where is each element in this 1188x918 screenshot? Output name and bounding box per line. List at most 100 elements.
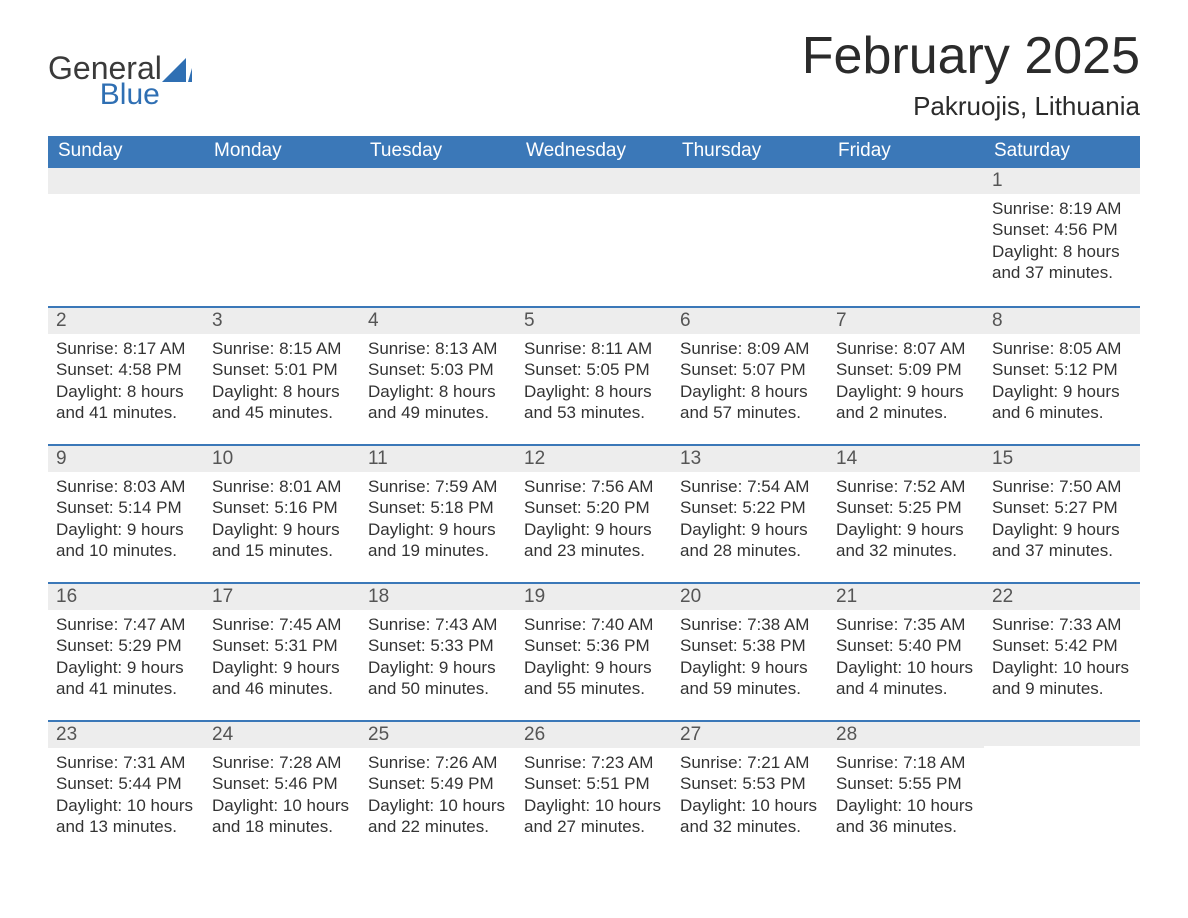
daylight-text: Daylight: 9 hours and 15 minutes. — [212, 519, 352, 562]
day-number: 16 — [48, 582, 204, 610]
title-block: February 2025 Pakruojis, Lithuania — [802, 28, 1140, 122]
day-details: Sunrise: 8:09 AMSunset: 5:07 PMDaylight:… — [672, 334, 828, 429]
location-label: Pakruojis, Lithuania — [802, 91, 1140, 122]
daylight-text: Daylight: 8 hours and 37 minutes. — [992, 241, 1132, 284]
day-details — [360, 194, 516, 204]
day-number: 7 — [828, 306, 984, 334]
sunrise-text: Sunrise: 7:21 AM — [680, 752, 820, 773]
day-number: 13 — [672, 444, 828, 472]
day-cell: 23Sunrise: 7:31 AMSunset: 5:44 PMDayligh… — [48, 720, 204, 858]
day-number — [360, 168, 516, 194]
daylight-text: Daylight: 9 hours and 41 minutes. — [56, 657, 196, 700]
daylight-text: Daylight: 9 hours and 19 minutes. — [368, 519, 508, 562]
day-number — [672, 168, 828, 194]
day-number: 18 — [360, 582, 516, 610]
day-number: 6 — [672, 306, 828, 334]
day-details: Sunrise: 7:21 AMSunset: 5:53 PMDaylight:… — [672, 748, 828, 843]
day-details: Sunrise: 7:54 AMSunset: 5:22 PMDaylight:… — [672, 472, 828, 567]
sunrise-text: Sunrise: 8:03 AM — [56, 476, 196, 497]
sunset-text: Sunset: 5:44 PM — [56, 773, 196, 794]
sunrise-text: Sunrise: 7:33 AM — [992, 614, 1132, 635]
week-row: 2Sunrise: 8:17 AMSunset: 4:58 PMDaylight… — [48, 306, 1140, 444]
day-cell — [672, 168, 828, 306]
day-cell: 22Sunrise: 7:33 AMSunset: 5:42 PMDayligh… — [984, 582, 1140, 720]
day-cell — [516, 168, 672, 306]
sunrise-text: Sunrise: 7:40 AM — [524, 614, 664, 635]
sunrise-text: Sunrise: 8:05 AM — [992, 338, 1132, 359]
weekday-header: Tuesday — [360, 136, 516, 168]
sunset-text: Sunset: 5:51 PM — [524, 773, 664, 794]
daylight-text: Daylight: 9 hours and 55 minutes. — [524, 657, 664, 700]
day-cell: 11Sunrise: 7:59 AMSunset: 5:18 PMDayligh… — [360, 444, 516, 582]
day-cell — [360, 168, 516, 306]
day-details — [984, 746, 1140, 756]
week-row: 9Sunrise: 8:03 AMSunset: 5:14 PMDaylight… — [48, 444, 1140, 582]
day-cell: 15Sunrise: 7:50 AMSunset: 5:27 PMDayligh… — [984, 444, 1140, 582]
day-number: 4 — [360, 306, 516, 334]
day-number: 10 — [204, 444, 360, 472]
sunset-text: Sunset: 5:16 PM — [212, 497, 352, 518]
sunrise-text: Sunrise: 8:09 AM — [680, 338, 820, 359]
day-number: 22 — [984, 582, 1140, 610]
sunset-text: Sunset: 5:14 PM — [56, 497, 196, 518]
day-details: Sunrise: 7:26 AMSunset: 5:49 PMDaylight:… — [360, 748, 516, 843]
sunrise-text: Sunrise: 8:17 AM — [56, 338, 196, 359]
weekday-header: Sunday — [48, 136, 204, 168]
day-cell: 14Sunrise: 7:52 AMSunset: 5:25 PMDayligh… — [828, 444, 984, 582]
daylight-text: Daylight: 9 hours and 23 minutes. — [524, 519, 664, 562]
day-details — [48, 194, 204, 204]
day-details: Sunrise: 8:13 AMSunset: 5:03 PMDaylight:… — [360, 334, 516, 429]
day-details: Sunrise: 7:47 AMSunset: 5:29 PMDaylight:… — [48, 610, 204, 705]
sunrise-text: Sunrise: 7:23 AM — [524, 752, 664, 773]
day-number: 21 — [828, 582, 984, 610]
sunset-text: Sunset: 5:29 PM — [56, 635, 196, 656]
sunrise-text: Sunrise: 7:43 AM — [368, 614, 508, 635]
day-cell: 17Sunrise: 7:45 AMSunset: 5:31 PMDayligh… — [204, 582, 360, 720]
sunset-text: Sunset: 5:05 PM — [524, 359, 664, 380]
day-details: Sunrise: 7:18 AMSunset: 5:55 PMDaylight:… — [828, 748, 984, 843]
sunset-text: Sunset: 5:38 PM — [680, 635, 820, 656]
calendar-head: Sunday Monday Tuesday Wednesday Thursday… — [48, 136, 1140, 168]
brand-logo: General Blue — [48, 28, 192, 110]
month-title: February 2025 — [802, 28, 1140, 85]
sunrise-text: Sunrise: 8:15 AM — [212, 338, 352, 359]
day-cell: 26Sunrise: 7:23 AMSunset: 5:51 PMDayligh… — [516, 720, 672, 858]
day-number: 23 — [48, 720, 204, 748]
sail-icon — [162, 58, 192, 84]
calendar-body: 1Sunrise: 8:19 AMSunset: 4:56 PMDaylight… — [48, 168, 1140, 858]
daylight-text: Daylight: 9 hours and 46 minutes. — [212, 657, 352, 700]
day-cell: 19Sunrise: 7:40 AMSunset: 5:36 PMDayligh… — [516, 582, 672, 720]
daylight-text: Daylight: 9 hours and 28 minutes. — [680, 519, 820, 562]
weekday-row: Sunday Monday Tuesday Wednesday Thursday… — [48, 136, 1140, 168]
sunrise-text: Sunrise: 7:52 AM — [836, 476, 976, 497]
day-number: 12 — [516, 444, 672, 472]
day-details: Sunrise: 7:45 AMSunset: 5:31 PMDaylight:… — [204, 610, 360, 705]
week-row: 23Sunrise: 7:31 AMSunset: 5:44 PMDayligh… — [48, 720, 1140, 858]
day-details: Sunrise: 7:50 AMSunset: 5:27 PMDaylight:… — [984, 472, 1140, 567]
sunset-text: Sunset: 5:53 PM — [680, 773, 820, 794]
weekday-header: Wednesday — [516, 136, 672, 168]
day-details: Sunrise: 8:01 AMSunset: 5:16 PMDaylight:… — [204, 472, 360, 567]
sunset-text: Sunset: 5:07 PM — [680, 359, 820, 380]
sunset-text: Sunset: 5:36 PM — [524, 635, 664, 656]
sunset-text: Sunset: 5:12 PM — [992, 359, 1132, 380]
daylight-text: Daylight: 10 hours and 27 minutes. — [524, 795, 664, 838]
sunset-text: Sunset: 5:22 PM — [680, 497, 820, 518]
day-details: Sunrise: 8:07 AMSunset: 5:09 PMDaylight:… — [828, 334, 984, 429]
day-cell — [48, 168, 204, 306]
sunrise-text: Sunrise: 7:54 AM — [680, 476, 820, 497]
day-details: Sunrise: 8:19 AMSunset: 4:56 PMDaylight:… — [984, 194, 1140, 289]
day-number — [828, 168, 984, 194]
sunset-text: Sunset: 5:09 PM — [836, 359, 976, 380]
day-cell: 20Sunrise: 7:38 AMSunset: 5:38 PMDayligh… — [672, 582, 828, 720]
day-details — [204, 194, 360, 204]
day-cell: 16Sunrise: 7:47 AMSunset: 5:29 PMDayligh… — [48, 582, 204, 720]
sunset-text: Sunset: 4:56 PM — [992, 219, 1132, 240]
header: General Blue February 2025 Pakruojis, Li… — [48, 28, 1140, 122]
weekday-header: Thursday — [672, 136, 828, 168]
day-cell: 5Sunrise: 8:11 AMSunset: 5:05 PMDaylight… — [516, 306, 672, 444]
day-details: Sunrise: 7:56 AMSunset: 5:20 PMDaylight:… — [516, 472, 672, 567]
sunrise-text: Sunrise: 8:13 AM — [368, 338, 508, 359]
day-cell: 21Sunrise: 7:35 AMSunset: 5:40 PMDayligh… — [828, 582, 984, 720]
day-details — [828, 194, 984, 204]
